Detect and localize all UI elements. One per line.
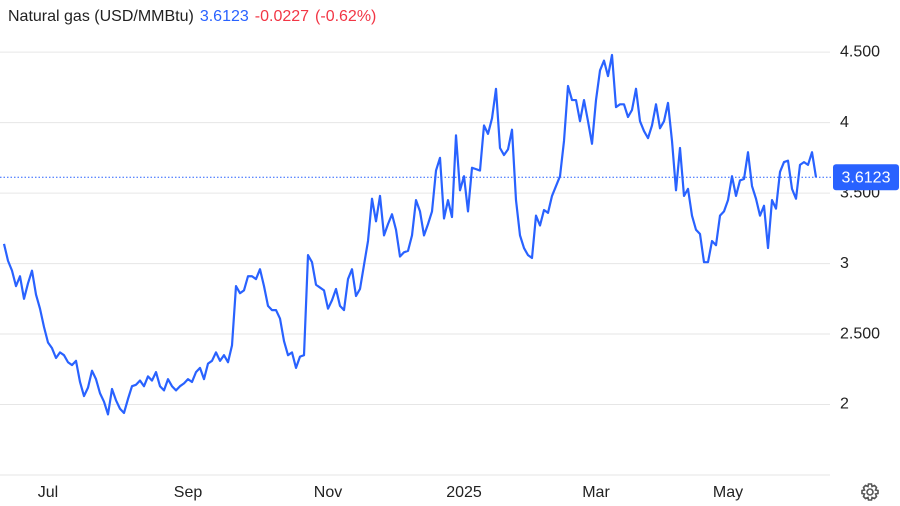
x-tick-label: 2025 xyxy=(446,484,482,501)
x-tick-label: Sep xyxy=(174,484,203,501)
y-tick-label: 2 xyxy=(840,396,849,413)
settings-button[interactable] xyxy=(861,483,879,501)
last-price-label: 3.6123 xyxy=(842,169,891,186)
header: Natural gas (USD/MMBtu) 3.6123 -0.0227 (-0.… xyxy=(8,8,382,26)
y-tick-label: 4 xyxy=(840,114,849,131)
gear-hub xyxy=(866,488,874,496)
price-change-percent: (-0.62%) xyxy=(315,8,377,25)
gear-outline xyxy=(861,483,879,501)
x-tick-label: Nov xyxy=(314,484,342,501)
price-line xyxy=(2,53,818,416)
chart-title: Natural gas (USD/MMBtu) xyxy=(8,8,194,25)
x-tick-label: May xyxy=(713,484,743,501)
last-price: 3.6123 xyxy=(199,8,249,25)
last-price-badge xyxy=(833,164,899,191)
x-tick-label: Mar xyxy=(582,484,610,501)
y-tick-label: 2.500 xyxy=(840,325,880,342)
y-tick-label: 4.500 xyxy=(840,43,880,60)
x-tick-label: Jul xyxy=(38,484,58,501)
y-tick-label: 3 xyxy=(840,255,849,272)
price-change: -0.0227 xyxy=(254,8,310,25)
